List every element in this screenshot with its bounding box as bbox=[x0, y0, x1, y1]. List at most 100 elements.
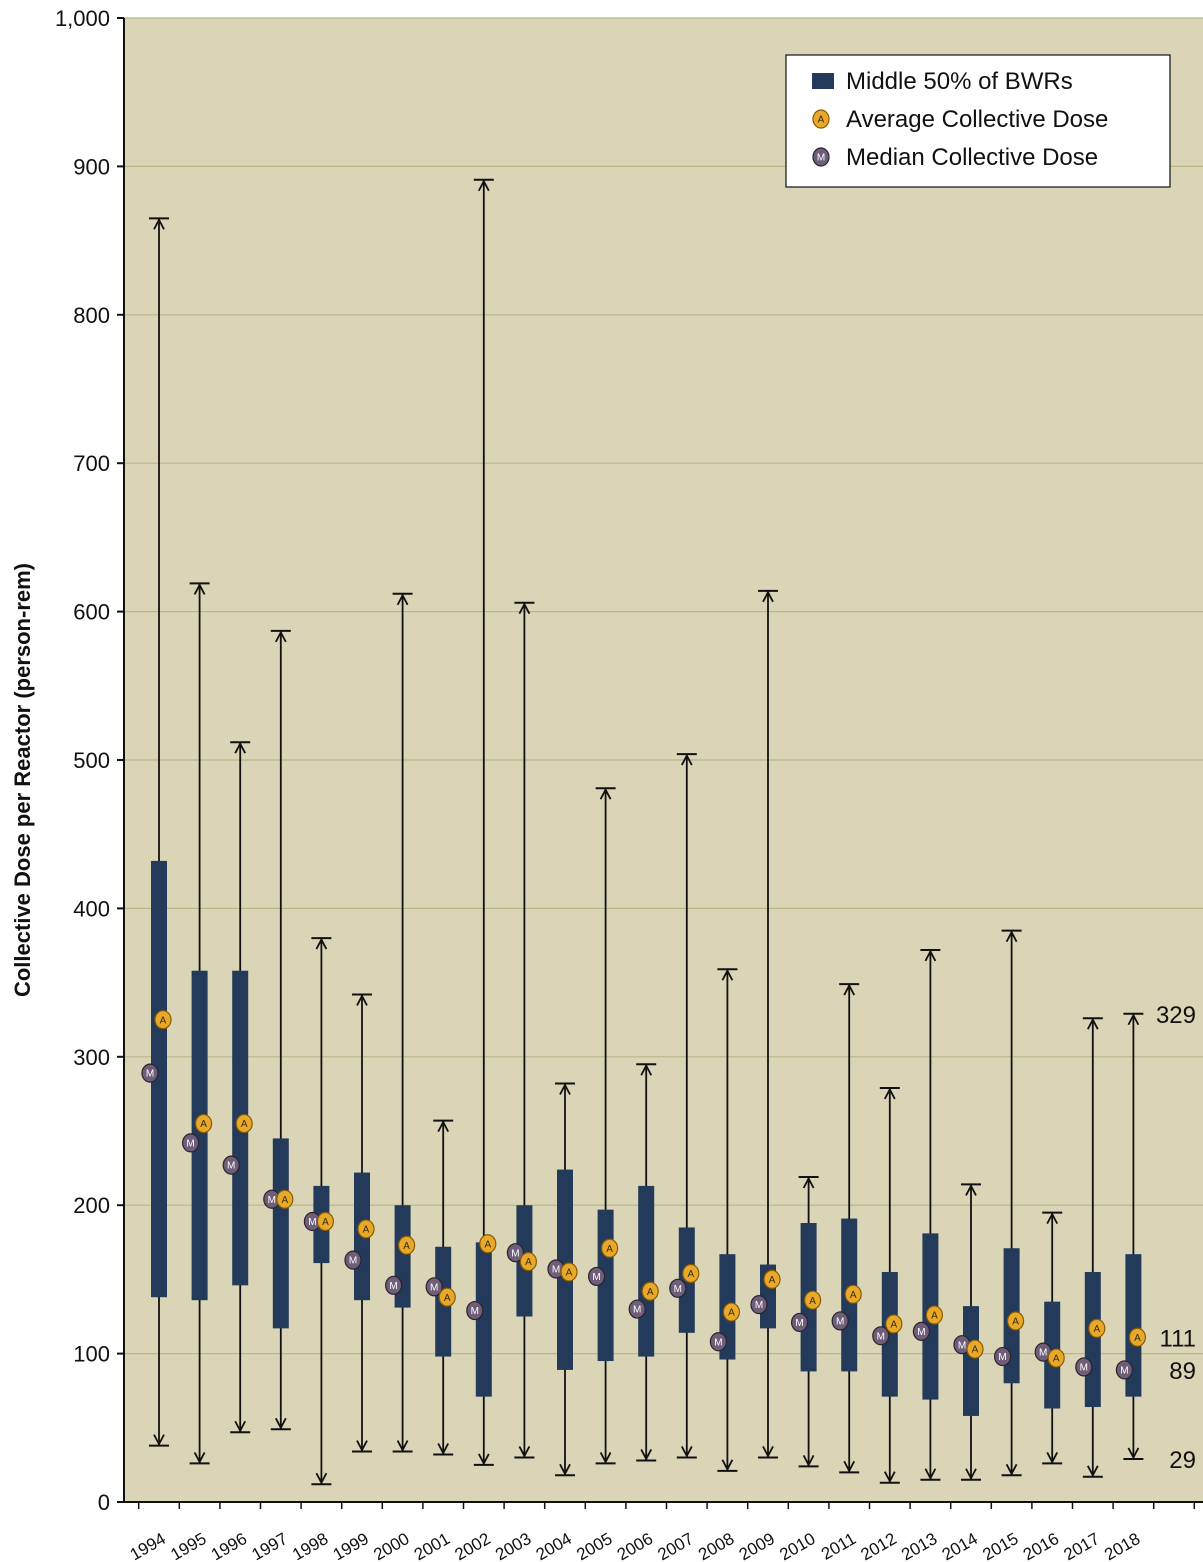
y-tick-label: 600 bbox=[73, 600, 110, 625]
marker-circle bbox=[316, 1211, 334, 1232]
x-tick-label: 2015 bbox=[979, 1529, 1021, 1562]
marker-circle bbox=[750, 1295, 768, 1315]
marker-circle bbox=[398, 1235, 416, 1255]
median-marker: M bbox=[141, 1063, 159, 1083]
x-tick-label: 1999 bbox=[330, 1529, 372, 1562]
marker-letter: M bbox=[755, 1300, 763, 1311]
median-marker: M bbox=[628, 1299, 646, 1319]
marker-circle bbox=[1047, 1348, 1065, 1368]
marker-circle bbox=[182, 1133, 200, 1153]
y-axis-label: Collective Dose per Reactor (person-rem) bbox=[10, 563, 35, 997]
marker-letter: M bbox=[1120, 1366, 1128, 1377]
x-tick-label: 1998 bbox=[289, 1529, 331, 1562]
marker-letter: M bbox=[552, 1265, 560, 1276]
marker-letter: A bbox=[972, 1345, 979, 1356]
average-marker: A bbox=[1128, 1327, 1147, 1347]
legend-swatch-box bbox=[812, 73, 834, 89]
marker-letter: A bbox=[241, 1119, 248, 1130]
whisker-arrow-min bbox=[884, 1471, 896, 1484]
whisker-arrow-max bbox=[478, 179, 490, 192]
x-tick-label: 2012 bbox=[858, 1529, 900, 1562]
whisker-arrow-min bbox=[802, 1454, 815, 1467]
y-tick-label: 0 bbox=[98, 1490, 110, 1515]
marker-letter: A bbox=[1093, 1324, 1100, 1335]
marker-circle bbox=[519, 1251, 538, 1272]
marker-letter: M bbox=[1039, 1348, 1047, 1359]
marker-circle bbox=[479, 1234, 497, 1254]
median-marker: M bbox=[831, 1311, 849, 1331]
marker-circle bbox=[344, 1250, 362, 1270]
x-tick-label: 1995 bbox=[167, 1529, 209, 1562]
average-marker: A bbox=[844, 1284, 862, 1304]
whisker-arrow-max bbox=[1127, 1013, 1140, 1026]
average-marker: A bbox=[560, 1262, 578, 1282]
average-marker: A bbox=[235, 1113, 253, 1134]
iqr-box bbox=[475, 1242, 492, 1397]
x-tick-label: 2002 bbox=[452, 1529, 494, 1562]
whisker-arrow-max bbox=[762, 590, 774, 603]
marker-letter: M bbox=[349, 1256, 357, 1267]
marker-circle bbox=[600, 1238, 619, 1258]
whisker-arrow-min bbox=[315, 1472, 328, 1485]
iqr-box bbox=[191, 970, 208, 1301]
marker-letter: A bbox=[281, 1195, 288, 1206]
gridlines bbox=[124, 17, 1203, 1355]
marker-letter: M bbox=[268, 1195, 276, 1206]
marker-letter: A bbox=[1012, 1317, 1019, 1328]
marker-circle bbox=[925, 1305, 944, 1325]
whisker-arrow-min bbox=[1046, 1452, 1058, 1464]
annotation-label: 329 bbox=[1156, 1002, 1196, 1029]
whisker-arrow-min bbox=[275, 1417, 287, 1430]
marker-circle bbox=[235, 1113, 253, 1134]
whisker-arrow-max bbox=[315, 937, 328, 950]
marker-circle bbox=[276, 1189, 294, 1209]
whisker-arrow-max bbox=[275, 630, 287, 643]
average-marker: A bbox=[316, 1211, 334, 1232]
annotation-label: 111 bbox=[1160, 1325, 1196, 1352]
legend-label-box: Middle 50% of BWRs bbox=[846, 68, 1073, 95]
marker-circle bbox=[141, 1063, 159, 1083]
whisker-arrow-min bbox=[599, 1452, 612, 1464]
average-marker: A bbox=[925, 1305, 944, 1325]
average-marker: A bbox=[682, 1263, 700, 1284]
annotation-label: 89 bbox=[1169, 1358, 1196, 1385]
whisker-arrow-max bbox=[1087, 1017, 1099, 1030]
median-marker: M bbox=[790, 1312, 809, 1333]
marker-letter: A bbox=[606, 1244, 613, 1255]
whisker-arrow-max bbox=[396, 593, 409, 606]
average-marker: A bbox=[812, 109, 830, 129]
marker-circle bbox=[812, 109, 830, 129]
marker-letter: A bbox=[1053, 1354, 1060, 1365]
whisker-arrow-min bbox=[559, 1463, 571, 1476]
average-marker: A bbox=[600, 1238, 619, 1258]
x-tick-label: 2007 bbox=[655, 1529, 697, 1562]
y-tick-label: 800 bbox=[73, 303, 110, 328]
median-marker: M bbox=[1115, 1360, 1134, 1380]
marker-circle bbox=[1128, 1327, 1147, 1347]
legend-label-average: Average Collective Dose bbox=[846, 106, 1108, 133]
whisker-arrow-max bbox=[559, 1083, 571, 1095]
annotations: 329 111 89 29 bbox=[1156, 1002, 1196, 1474]
whisker-arrow-min bbox=[1005, 1463, 1018, 1476]
whisker-arrow-min bbox=[1087, 1465, 1099, 1478]
median-marker: M bbox=[506, 1243, 525, 1263]
marker-circle bbox=[357, 1219, 375, 1239]
x-tick-label: 2010 bbox=[776, 1529, 818, 1562]
marker-circle bbox=[1115, 1360, 1134, 1380]
legend-box bbox=[785, 54, 1171, 188]
marker-circle bbox=[560, 1262, 578, 1282]
whisker-arrow-min bbox=[518, 1446, 531, 1458]
average-marker: A bbox=[966, 1339, 984, 1359]
whisker-arrow-max bbox=[1005, 930, 1018, 943]
marker-letter: M bbox=[714, 1337, 722, 1348]
x-tick-label: 2011 bbox=[818, 1529, 859, 1562]
marker-letter: A bbox=[444, 1293, 451, 1304]
x-tick-label: 2000 bbox=[370, 1529, 412, 1562]
whisker-arrow-max bbox=[356, 994, 368, 1006]
marker-letter: M bbox=[1080, 1363, 1088, 1374]
median-marker: M bbox=[812, 147, 830, 167]
median-marker: M bbox=[872, 1326, 890, 1346]
average-marker: A bbox=[1088, 1318, 1106, 1338]
